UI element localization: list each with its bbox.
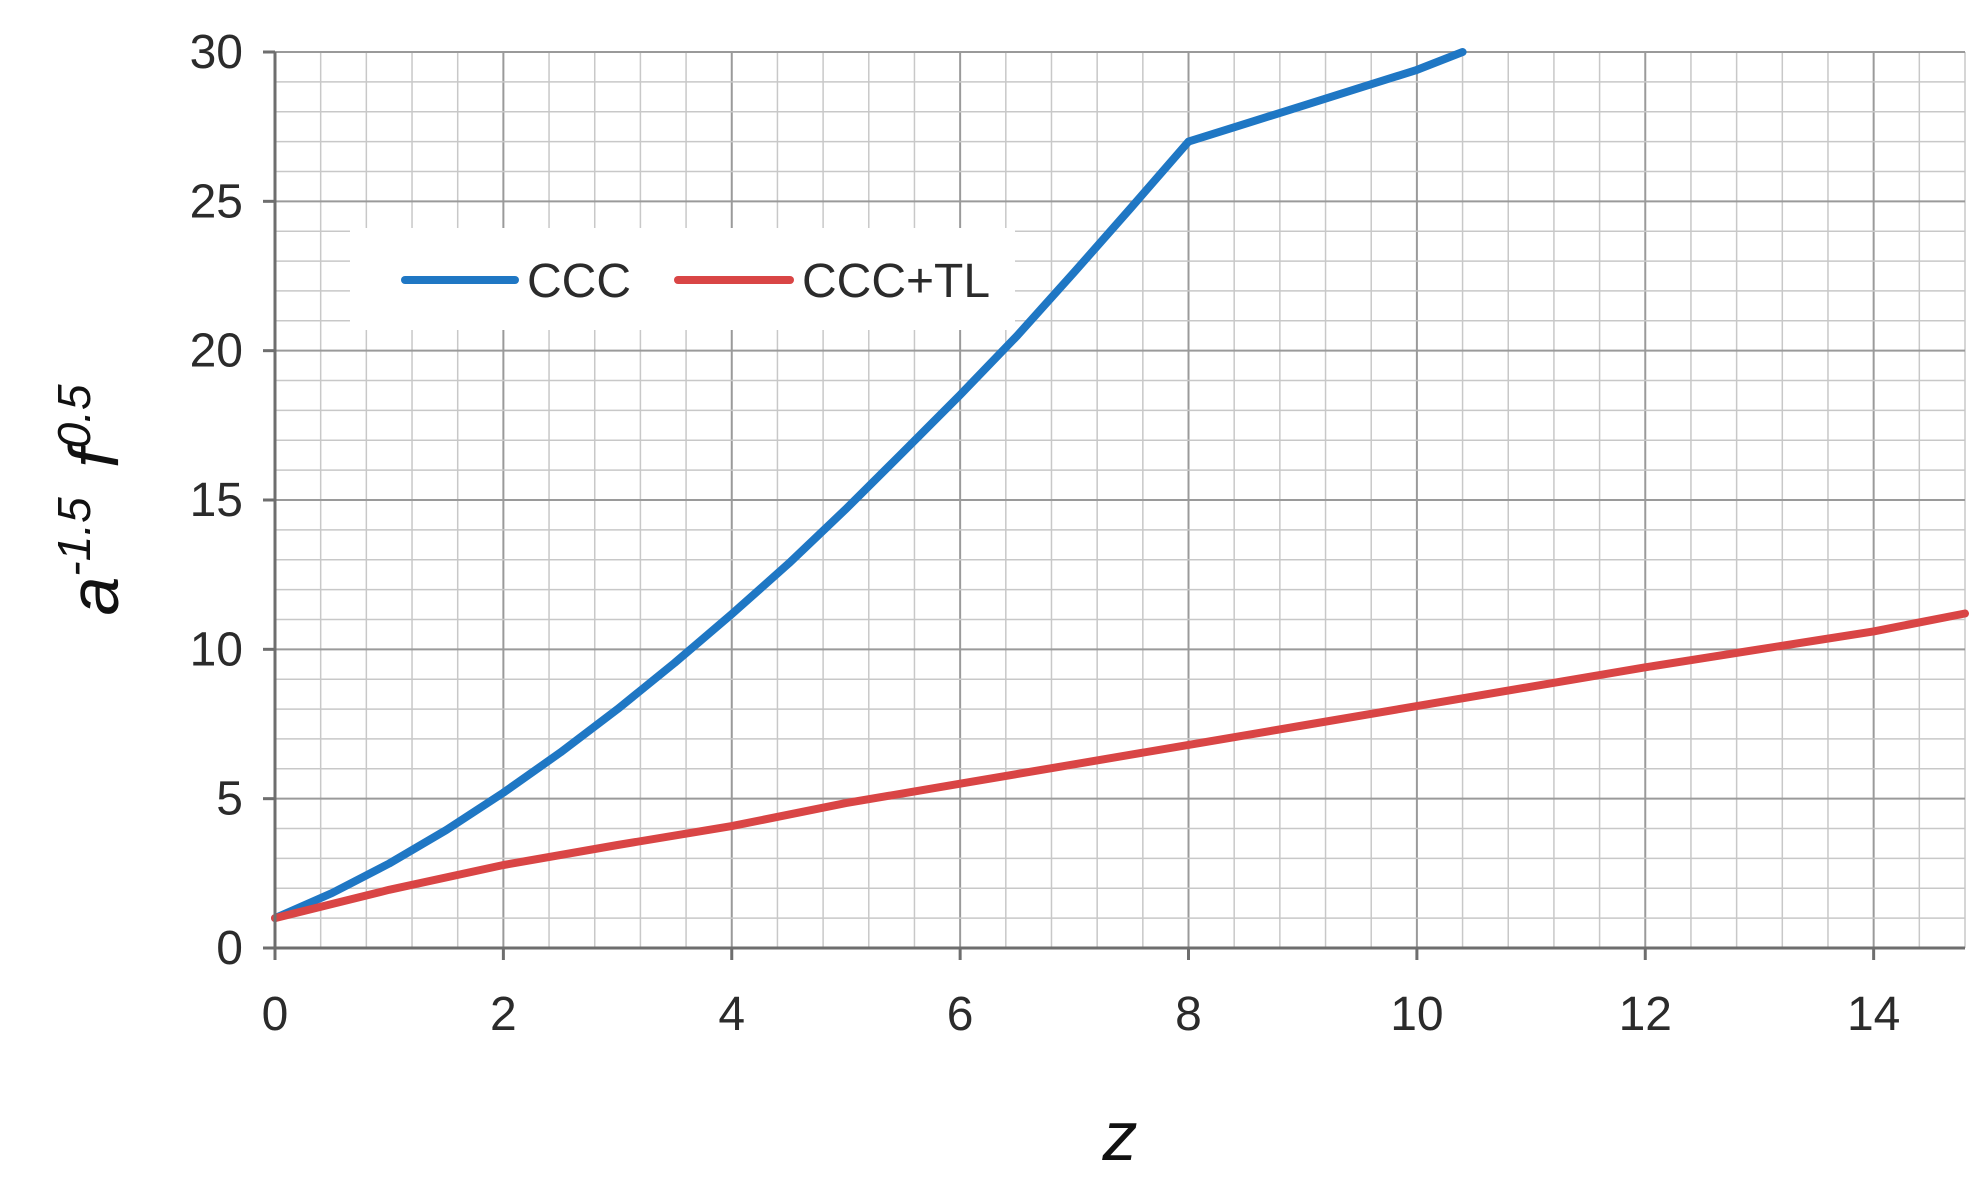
- x-tick-label: 10: [1390, 988, 1443, 1041]
- y-label-exp-a: -1.5: [48, 497, 100, 577]
- x-tick-label: 4: [718, 988, 745, 1041]
- y-label-space: [55, 478, 133, 497]
- y-tick-label: 15: [190, 474, 243, 527]
- y-axis-label: a-1.5 f0.5: [48, 384, 133, 615]
- series-group: [271, 48, 1969, 923]
- y-tick-label: 30: [190, 26, 243, 79]
- legend-label-ccc-tl: CCC+TL: [802, 255, 990, 308]
- y-tick-label: 5: [216, 773, 243, 826]
- x-tick-label: 2: [490, 988, 517, 1041]
- y-tick-label: 20: [190, 325, 243, 378]
- x-tick-label: 12: [1619, 988, 1672, 1041]
- y-label-base-a: a: [55, 577, 133, 616]
- legend: CCC CCC+TL: [350, 228, 1015, 330]
- series-line-ccc: [271, 48, 1467, 923]
- x-tick-label: 14: [1847, 988, 1900, 1041]
- axes: [263, 50, 1965, 960]
- x-axis-label: z: [1102, 1097, 1138, 1175]
- legend-label-ccc: CCC: [527, 255, 631, 308]
- y-tick-label: 10: [190, 623, 243, 676]
- x-tick-label: 0: [262, 988, 289, 1041]
- tick-labels: 0 2 4 6 8 10 12 14 0 5 10 15 20 25 30: [190, 26, 1901, 1041]
- x-tick-label: 6: [947, 988, 974, 1041]
- y-tick-label: 25: [190, 175, 243, 228]
- y-tick-label: 0: [216, 922, 243, 975]
- x-tick-label: 8: [1175, 988, 1202, 1041]
- series-line-ccc-tl: [271, 609, 1969, 923]
- y-label-exp-f: 0.5: [48, 384, 100, 448]
